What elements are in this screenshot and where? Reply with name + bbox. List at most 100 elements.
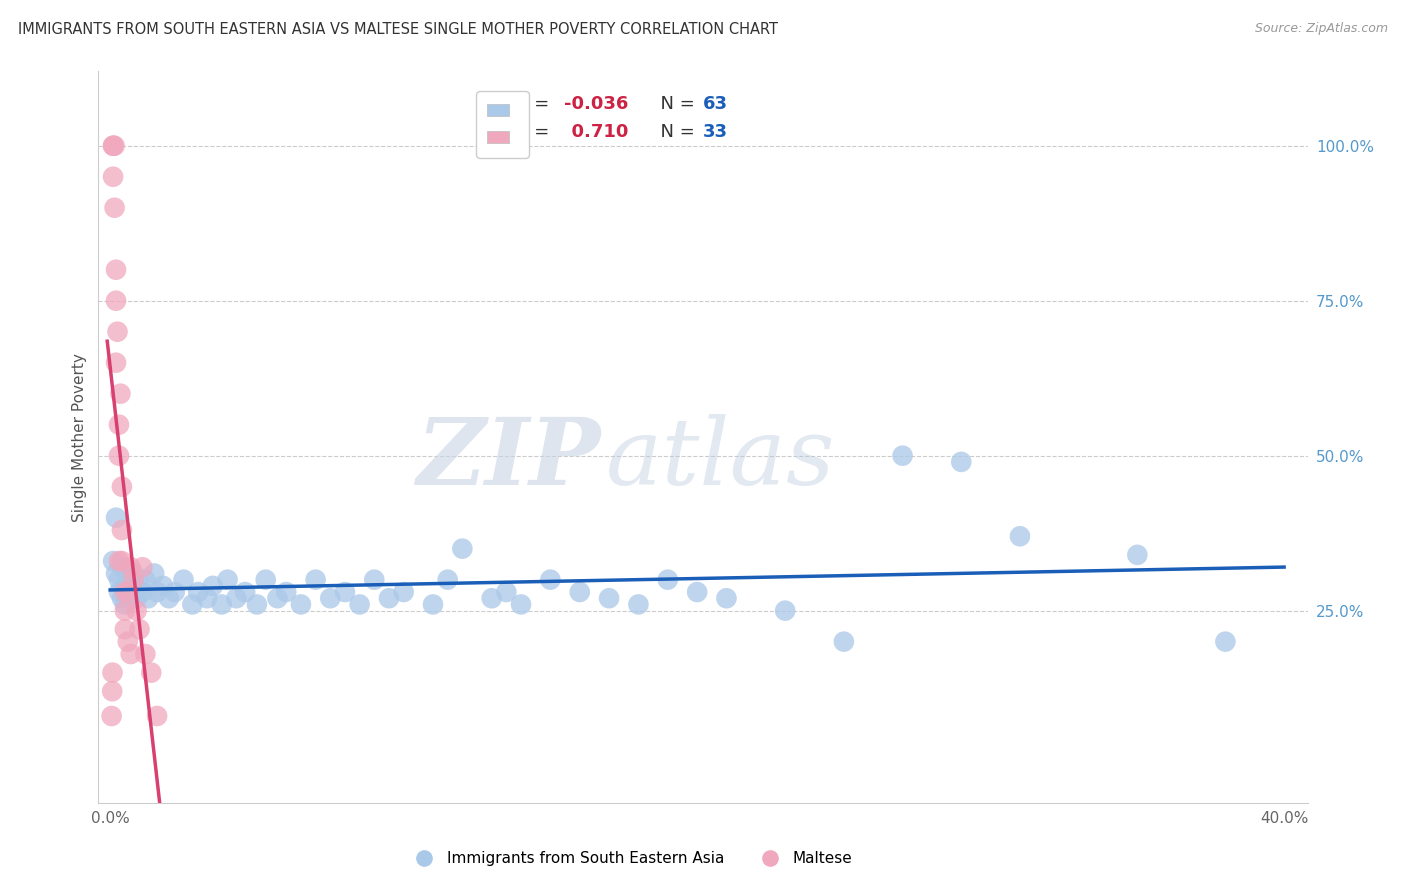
Point [110,386,132,401]
Point [114,604,136,618]
Point [217,573,239,587]
Point [246,598,269,612]
Point [225,591,247,606]
Text: N =: N = [648,95,700,113]
Point [117,634,139,648]
Point [108,585,131,599]
Point [266,591,288,606]
Point [363,573,385,587]
Point [1008,529,1031,543]
Point [686,585,709,599]
Point [510,598,533,612]
Point [143,566,166,581]
Text: R =: R = [516,95,554,113]
Point [111,480,134,494]
Point [627,598,650,612]
Point [120,560,142,574]
Point [451,541,474,556]
Point [122,566,145,581]
Point [128,622,150,636]
Point [108,417,131,432]
Point [131,560,153,574]
Point [146,585,169,599]
Text: 0.710: 0.710 [560,123,628,141]
Text: atlas: atlas [606,414,835,504]
Point [105,356,128,370]
Point [111,523,134,537]
Point [103,138,125,153]
Point [254,573,277,587]
Point [950,455,973,469]
Point [120,585,142,599]
Point [117,585,139,599]
Point [195,591,218,606]
Point [201,579,224,593]
Point [105,293,128,308]
Point [832,634,855,648]
Text: Source: ZipAtlas.com: Source: ZipAtlas.com [1254,22,1388,36]
Point [1215,634,1237,648]
Point [114,598,136,612]
Point [101,138,124,153]
Point [304,573,326,587]
Point [117,573,139,587]
Point [125,591,148,606]
Legend: Immigrants from South Eastern Asia, Maltese: Immigrants from South Eastern Asia, Malt… [402,845,859,872]
Point [290,598,312,612]
Point [108,554,131,568]
Point [101,554,124,568]
Point [319,591,342,606]
Point [392,585,415,599]
Text: 63: 63 [703,95,728,113]
Point [773,604,796,618]
Point [538,573,561,587]
Point [378,591,401,606]
Point [568,585,591,599]
Point [125,604,148,618]
Point [101,169,124,184]
Text: R =: R = [516,123,554,141]
Point [157,591,180,606]
Point [108,573,131,587]
Point [233,585,256,599]
Point [152,579,174,593]
Point [103,201,125,215]
Point [122,573,145,587]
Point [105,262,128,277]
Y-axis label: Single Mother Poverty: Single Mother Poverty [72,352,87,522]
Point [211,598,233,612]
Point [128,579,150,593]
Point [120,647,142,661]
Point [187,585,209,599]
Point [495,585,517,599]
Text: ZIP: ZIP [416,414,600,504]
Point [107,325,129,339]
Point [173,573,195,587]
Point [141,665,163,680]
Point [276,585,298,599]
Point [101,665,124,680]
Point [134,647,156,661]
Point [422,598,444,612]
Point [481,591,503,606]
Point [111,554,134,568]
Point [111,560,134,574]
Point [1126,548,1149,562]
Point [101,138,124,153]
Point [105,510,128,524]
Point [181,598,204,612]
Point [333,585,356,599]
Point [114,622,136,636]
Text: N =: N = [648,123,700,141]
Point [114,585,136,599]
Point [108,449,131,463]
Point [436,573,458,587]
Text: 33: 33 [703,123,728,141]
Point [136,591,159,606]
Point [349,598,371,612]
Point [105,566,128,581]
Text: -0.036: -0.036 [564,95,628,113]
Text: IMMIGRANTS FROM SOUTH EASTERN ASIA VS MALTESE SINGLE MOTHER POVERTY CORRELATION : IMMIGRANTS FROM SOUTH EASTERN ASIA VS MA… [18,22,779,37]
Point [163,585,186,599]
Point [891,449,914,463]
